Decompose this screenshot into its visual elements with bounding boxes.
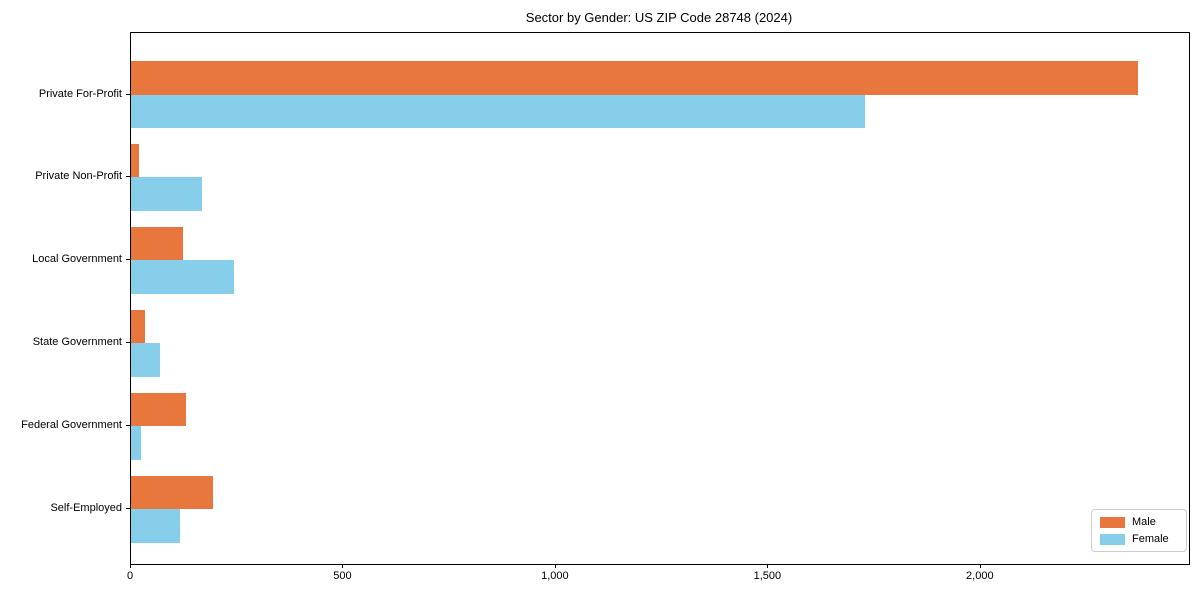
bar-female-local-government (131, 260, 235, 294)
x-axis-label: 1,000 (541, 570, 569, 582)
legend-label-male: Male (1132, 516, 1156, 528)
y-axis-label: Local Government (32, 253, 122, 266)
bar-male-private-for-profit (131, 61, 1138, 95)
bar-female-state-government (131, 343, 160, 377)
bar-male-local-government (131, 226, 184, 261)
bar-female-self-employed (131, 509, 181, 543)
legend-item-male: Male (1100, 516, 1178, 528)
y-axis-tick (126, 342, 130, 344)
x-axis-tick (979, 564, 981, 568)
bar-female-private-non-profit (131, 177, 202, 211)
chart-plot-area: Male Female (130, 32, 1190, 565)
y-axis-tick (126, 508, 130, 509)
bar-male-private-non-profit (131, 143, 140, 178)
legend-swatch-female-icon (1100, 533, 1125, 545)
y-axis-tick (126, 259, 130, 261)
y-axis-tick (126, 93, 130, 95)
x-axis-label: 0 (126, 570, 134, 582)
bar-male-self-employed (131, 475, 213, 509)
y-axis-label: Self-Employed (50, 502, 122, 514)
legend-item-female: Female (1100, 533, 1178, 545)
legend: Male Female (1091, 509, 1187, 552)
bar-female-federal-government (131, 426, 142, 460)
legend-swatch-male-icon (1100, 516, 1125, 528)
y-axis-label: Private Non-Profit (35, 170, 122, 183)
y-axis-label: State Government (32, 336, 122, 349)
x-axis-tick (130, 564, 131, 568)
bar-male-state-government (131, 309, 146, 344)
x-axis-label: 2,000 (966, 570, 994, 582)
y-axis-label: Private For-Profit (38, 87, 122, 100)
x-axis-tick (342, 564, 344, 568)
y-axis-tick (126, 176, 130, 178)
bar-female-private-for-profit (131, 94, 865, 128)
x-axis-tick (767, 564, 769, 568)
y-axis-label: Federal Government (21, 419, 122, 432)
y-axis-tick (126, 425, 130, 427)
bar-male-federal-government (131, 392, 187, 427)
chart-title: Sector by Gender: US ZIP Code 28748 (202… (525, 10, 793, 25)
x-axis-label: 500 (333, 570, 352, 582)
x-axis-tick (554, 564, 556, 568)
legend-label-female: Female (1132, 533, 1169, 545)
x-axis-label: 1,500 (753, 570, 782, 582)
